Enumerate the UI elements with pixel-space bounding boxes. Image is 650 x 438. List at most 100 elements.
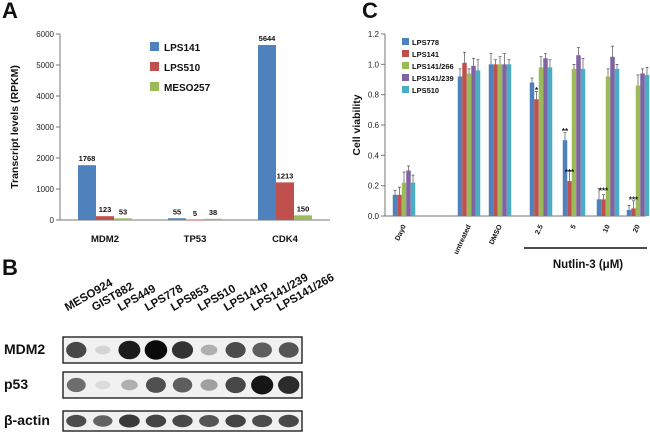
legend-label-c: LPS510 [412,86,439,95]
blot-row-label: MDM2 [4,341,46,357]
y-tick-label-a: 4000 [36,92,54,101]
blot-band [93,415,113,427]
blot-band [199,415,219,427]
blot-band [144,340,168,360]
bar-c-lps141-239 [406,170,411,216]
bar-a-meso257 [204,218,222,220]
y-tick-label-c: 1.0 [368,60,380,69]
bar-c-lps778 [488,64,494,216]
blot-band [278,376,300,394]
legend-label-c: LPS141/266 [412,62,454,71]
y-tick-label-c: 1.2 [368,30,380,39]
bar-a-lps510 [276,182,294,220]
data-label-a: 1213 [277,171,294,180]
blot-band [252,342,272,358]
significance-marker: ** [562,127,569,136]
data-label-a: 150 [297,204,310,213]
blot-band [172,414,193,428]
bar-a-meso257 [114,218,132,220]
bar-c-lps141-266 [497,64,503,216]
blot-row-label: p53 [4,376,29,392]
y-axis-title-c: Cell viability [351,94,363,155]
legend-swatch-c [402,74,409,81]
blot-band [200,344,218,356]
blot-band [121,379,138,391]
blot-band [225,342,246,358]
bar-c-lps141 [493,64,498,216]
x-tick-label-a: MDM2 [91,234,119,245]
bar-c-lps778 [562,140,568,216]
blot-band [225,414,246,428]
bar-c-lps510 [644,74,650,216]
blot-band [118,414,140,428]
bar-c-lps141 [567,181,572,216]
blot-band [118,340,141,360]
bar-c-lps141-266 [538,67,544,216]
bar-c-lps141-266 [605,76,611,216]
significance-marker: * [535,86,539,95]
y-tick-label-a: 6000 [36,30,54,39]
bar-c-lps141 [397,194,402,216]
blot-band [225,376,246,394]
bar-c-lps141 [601,199,606,216]
bar-c-lps141-239 [576,55,581,216]
blot-band [278,342,299,358]
bar-c-lps510 [475,70,481,217]
y-tick-label-c: 0.0 [368,212,380,221]
treatment-label: Nutlin-3 (μM) [553,259,623,271]
y-tick-label-c: 0.6 [368,121,380,130]
blot-band [278,414,299,428]
blot-band [171,341,194,359]
legend-swatch-a [150,82,159,91]
legend-swatch-a [150,42,159,51]
legend-label-a: MESO257 [164,83,211,94]
blot-band [172,377,193,393]
bar-c-lps778 [529,82,535,217]
bar-c-lps778 [457,76,463,216]
data-label-a: 5 [193,209,197,218]
bar-c-lps141-239 [502,64,507,216]
significance-marker: *** [629,195,639,204]
x-tick-label-a: CDK4 [272,234,299,245]
blot-band [66,377,86,393]
bar-a-lps141 [78,165,96,220]
legend-label-c: LPS141/239 [412,74,454,83]
y-tick-label-c: 0.4 [368,151,380,160]
legend-label-c: LPS141 [412,50,439,59]
x-tick-label-a: TP53 [184,234,207,245]
data-label-a: 123 [99,205,112,214]
bar-a-lps510 [96,216,114,220]
bar-c-lps141-266 [571,68,577,216]
blot-band [66,414,87,428]
bar-c-lps141-266 [466,73,472,216]
bar-c-lps778 [392,194,398,216]
legend-swatch-c [402,50,409,57]
legend-swatch-c [402,38,409,45]
x-tick-label-c: 5 [570,224,578,231]
x-tick-label-c: 20 [632,224,642,234]
bar-c-lps141-239 [543,58,548,217]
data-label-a: 5644 [259,34,277,43]
bar-c-lps510 [580,68,586,216]
bar-c-lps141-239 [640,73,645,216]
blot-band [200,379,218,391]
y-tick-label-a: 2000 [36,154,54,163]
data-label-a: 55 [173,207,181,216]
bar-c-lps141 [462,62,467,216]
legend-label-c: LPS778 [412,38,439,47]
data-label-a: 53 [119,207,127,216]
bar-c-lps510 [614,68,620,216]
data-label-a: 1768 [79,154,96,163]
y-tick-label-a: 3000 [36,123,54,132]
significance-marker: *** [599,186,609,195]
blot-row-label: β-actin [4,412,50,428]
bar-c-lps141-239 [610,56,615,216]
y-tick-label-c: 0.8 [368,91,380,100]
blot-band [252,414,273,428]
y-tick-label-c: 0.2 [368,182,380,191]
bar-c-lps510 [410,182,416,216]
bar-c-lps141 [534,99,539,216]
x-tick-label-c: 10 [602,224,612,234]
blot-band [145,377,166,393]
